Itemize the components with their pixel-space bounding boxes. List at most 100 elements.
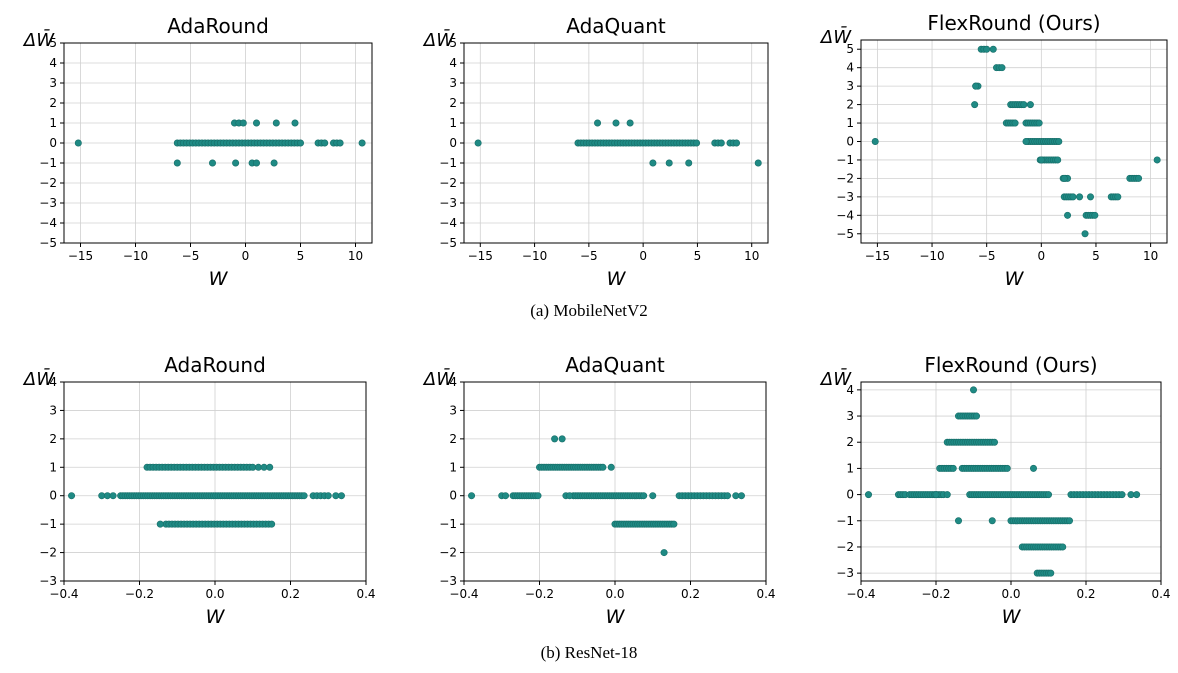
data-point [1047,569,1055,577]
y-tick-label: −2 [836,171,854,185]
y-tick-label: −1 [39,156,57,170]
data-point [1003,464,1011,472]
y-tick-label: 2 [846,435,854,449]
x-tick-label: −0.4 [49,587,78,601]
x-tick-label: 5 [694,249,702,263]
x-tick-label: 0.0 [205,587,224,601]
data-point [296,139,304,147]
chart-title: AdaQuant [565,353,665,377]
data-point [324,492,332,500]
y-tick-label: 1 [49,460,57,474]
chart-title: FlexRound (Ours) [927,11,1100,35]
x-tick-label: 0.0 [1001,587,1020,601]
y-tick-label: −2 [39,176,57,190]
data-point [1133,491,1141,499]
y-tick-label: −3 [39,574,57,588]
y-tick-label: 4 [846,61,854,75]
y-tick-label: 5 [49,36,57,50]
chart-title: AdaQuant [566,14,666,38]
data-point [209,159,217,167]
data-point [990,438,998,446]
data-point [612,119,620,127]
data-point [983,45,991,53]
y-tick-label: −5 [39,236,57,250]
data-point [1037,156,1045,164]
x-tick-label: 0.2 [681,587,700,601]
data-point [723,492,731,500]
y-tick-label: −3 [39,196,57,210]
x-tick-label: −10 [123,249,148,263]
data-point [649,492,657,500]
data-point [971,101,979,109]
data-point [626,119,634,127]
y-tick-label: 3 [49,403,57,417]
data-point [551,435,559,443]
y-tick-label: −4 [439,216,457,230]
x-tick-label: 0 [639,249,647,263]
data-point [253,159,261,167]
data-point [270,159,278,167]
y-tick-label: 3 [49,76,57,90]
x-tick-label: −0.2 [921,587,950,601]
data-point [1087,193,1095,201]
x-tick-label: 0.4 [756,587,775,601]
data-point [943,491,951,499]
data-point [693,139,701,147]
x-tick-label: 0.4 [356,587,375,601]
data-point [1135,174,1143,182]
y-tick-label: 3 [846,79,854,93]
y-axis-label: ΔW̄ [422,368,455,390]
data-point [988,517,996,525]
data-point [558,435,566,443]
data-point [998,64,1006,72]
data-point [566,492,574,500]
data-point [266,463,274,471]
x-tick-label: −15 [468,249,493,263]
data-point [607,463,615,471]
y-tick-label: 4 [846,383,854,397]
x-tick-label: −15 [865,249,890,263]
data-point [1030,464,1038,472]
data-point [1114,193,1122,201]
x-tick-label: 0.2 [1076,587,1095,601]
data-point [1020,101,1028,109]
y-tick-label: 2 [49,432,57,446]
data-point [1060,174,1068,182]
x-tick-label: −5 [182,249,200,263]
x-tick-label: −0.2 [525,587,554,601]
data-point [685,159,693,167]
y-tick-label: 2 [449,432,457,446]
data-point [871,138,879,146]
data-point [972,412,980,420]
x-tick-label: 10 [1143,249,1158,263]
data-point [1118,491,1126,499]
y-axis-label: ΔW̄ [819,26,852,48]
caption-resnet18: (b) ResNet-18 [540,643,638,662]
data-point [1064,211,1072,219]
x-tick-label: −5 [580,249,598,263]
y-tick-label: −2 [39,546,57,560]
data-point [1045,491,1053,499]
data-point [1054,156,1062,164]
data-point [599,463,607,471]
y-tick-label: −2 [439,176,457,190]
data-point [670,520,678,528]
y-tick-label: 0 [846,488,854,502]
caption-mobilenetv2: (a) MobileNetV2 [530,301,648,320]
data-point [109,492,117,500]
y-tick-label: 0 [449,136,457,150]
y-tick-label: 1 [846,461,854,475]
data-point [534,492,542,500]
y-tick-label: −1 [439,156,457,170]
x-axis-label: W [606,606,626,628]
chart-title: FlexRound (Ours) [924,353,1097,377]
data-point [972,82,980,90]
y-tick-label: −4 [39,216,57,230]
y-tick-label: −1 [836,514,854,528]
y-tick-label: 5 [449,36,457,50]
y-axis-label: ΔW̄ [422,29,455,51]
y-tick-label: 0 [449,489,457,503]
data-point [502,492,510,500]
